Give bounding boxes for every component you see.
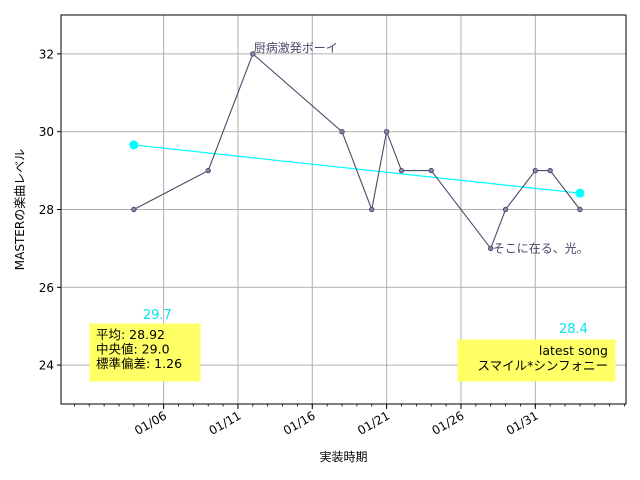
stats-box [89, 323, 201, 382]
latest-song-line: スマイル*シンフォニー [477, 358, 608, 373]
data-point [547, 167, 553, 174]
stats-line: 標準偏差: 1.26 [96, 356, 182, 371]
y-tick-label: 26 [39, 281, 54, 295]
y-tick-label: 24 [39, 359, 54, 373]
x-axis: 01/06 01/11 01/16 01/21 01/26 01/31 [73, 404, 625, 438]
x-tick-label: 01/16 [281, 408, 318, 437]
data-point [532, 167, 539, 174]
latest-song-line: latest song [539, 343, 608, 358]
x-tick-label: 01/21 [355, 408, 392, 437]
latest-song-box [457, 339, 616, 382]
data-point [502, 206, 509, 213]
stats-line: 平均: 28.92 [96, 327, 165, 342]
data-point [487, 245, 494, 252]
y-tick-label: 28 [39, 203, 54, 217]
stats-line: 中央値: 29.0 [96, 342, 170, 357]
data-point [383, 129, 390, 135]
series-layer [131, 51, 583, 252]
x-tick-label: 01/31 [504, 408, 541, 437]
y-axis-label: MASTERの楽曲レベル [13, 149, 27, 270]
y-tick-label: 32 [39, 47, 54, 61]
data-point [250, 51, 256, 57]
trend-line [133, 144, 580, 194]
trend-start-point [129, 140, 139, 150]
y-tick-label: 30 [39, 125, 54, 139]
data-point [428, 167, 434, 174]
data-point [369, 206, 375, 213]
annotation-label: そこに在る、光。 [493, 241, 589, 255]
trend-end-point [575, 188, 585, 198]
x-axis-label: 実装時期 [319, 449, 367, 464]
data-point [398, 167, 405, 174]
data-point [131, 206, 137, 213]
trend-layer: 29.7 28.4 [129, 140, 588, 337]
x-tick-label: 01/11 [206, 408, 243, 437]
series-line [133, 52, 581, 250]
data-point [577, 206, 583, 213]
trend-start-label: 29.7 [143, 308, 172, 323]
data-point [205, 167, 211, 174]
annotation-label: 厨病激発ボーイ [254, 40, 338, 55]
trend-end-label: 28.4 [559, 322, 588, 337]
x-tick-label: 01/26 [430, 408, 467, 437]
x-tick-label: 01/06 [132, 408, 169, 437]
data-point [339, 129, 345, 135]
y-axis: 24 26 28 30 32 [39, 47, 61, 373]
